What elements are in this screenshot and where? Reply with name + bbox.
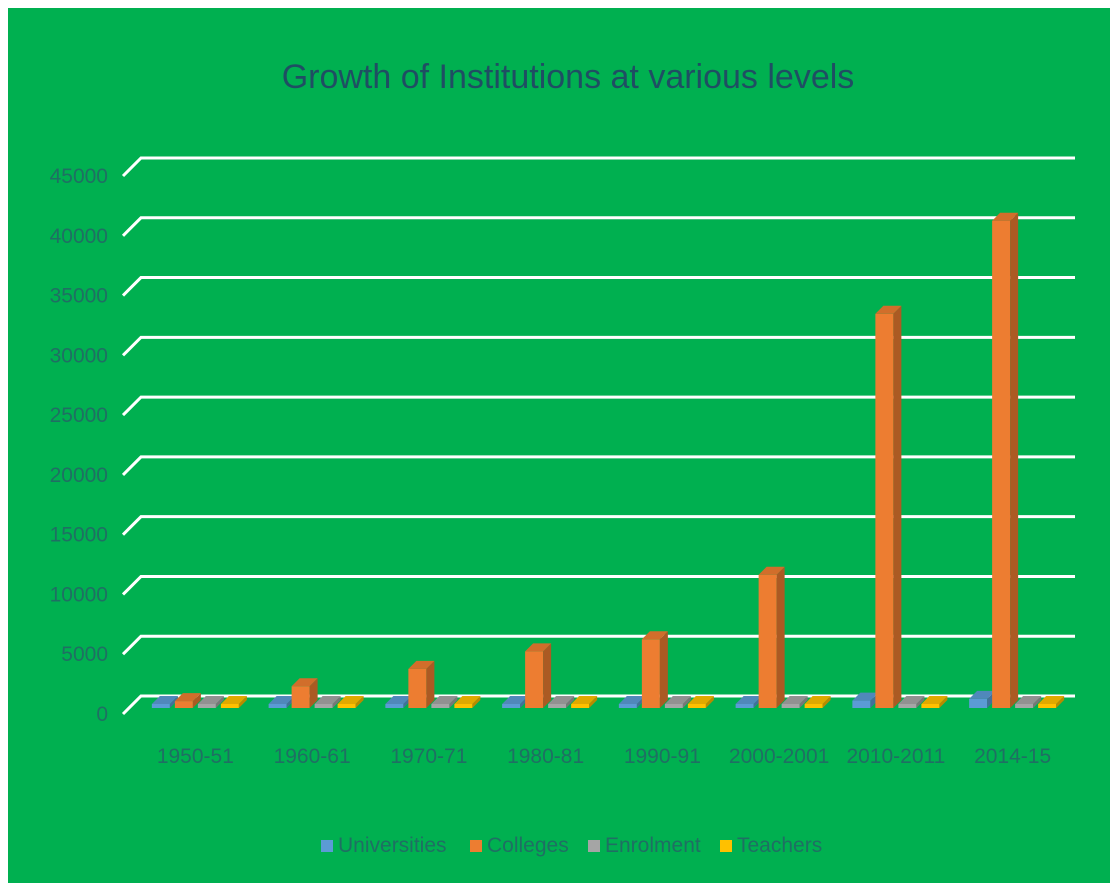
bar	[641, 631, 668, 708]
y-tick-label: 35000	[50, 285, 108, 308]
legend-item: Enrolment	[588, 834, 701, 857]
x-tick-label: 2014-15	[974, 745, 1051, 768]
y-tick-label: 25000	[50, 404, 108, 427]
bar	[804, 696, 831, 708]
bar	[781, 696, 808, 708]
legend: Universities Colleges Enrolment Teachers	[321, 834, 822, 857]
bars	[151, 212, 1065, 708]
bar	[735, 696, 762, 708]
gridline	[121, 156, 1075, 178]
bar	[921, 696, 948, 708]
y-tick-label: 0	[96, 703, 108, 726]
bar	[618, 696, 645, 708]
bar	[174, 693, 201, 708]
y-tick-label: 40000	[50, 225, 108, 248]
gridline	[121, 634, 1075, 656]
gridline	[121, 335, 1075, 357]
bar	[431, 696, 458, 708]
bar	[992, 212, 1019, 708]
bar	[758, 566, 785, 708]
legend-item: Colleges	[470, 834, 569, 857]
svg-text:Teachers: Teachers	[737, 834, 822, 857]
bar	[1038, 696, 1065, 708]
bar	[314, 696, 341, 708]
bar	[502, 696, 529, 708]
chart-title: Growth of Institutions at various levels	[282, 58, 855, 96]
gridline	[121, 276, 1075, 297]
x-tick-label: 2000-2001	[729, 745, 829, 768]
gridlines	[121, 156, 1075, 716]
bar	[969, 690, 996, 708]
x-tick-label: 1950-51	[157, 745, 234, 768]
x-tick-label: 1960-61	[274, 745, 351, 768]
bar	[571, 696, 598, 708]
x-tick-label: 1980-81	[507, 745, 584, 768]
svg-text:Colleges: Colleges	[487, 834, 569, 857]
bar	[291, 678, 318, 708]
gridline	[121, 216, 1075, 237]
svg-text:Enrolment: Enrolment	[605, 834, 701, 857]
y-tick-label: 30000	[50, 344, 108, 367]
y-axis-ticks: 0 5000 10000 15000 20000 25000 30000 35000 40000…	[50, 165, 108, 726]
bar	[151, 696, 178, 708]
y-tick-label: 10000	[50, 583, 108, 606]
bar	[385, 696, 412, 708]
y-tick-label: 45000	[50, 165, 108, 188]
bar	[337, 696, 364, 708]
bar	[525, 643, 552, 708]
bar	[268, 696, 295, 708]
bar	[197, 696, 224, 708]
x-tick-label: 1970-71	[390, 745, 467, 768]
legend-item: Universities	[321, 834, 447, 857]
x-tick-label: 1990-91	[624, 745, 701, 768]
svg-text:Universities: Universities	[338, 834, 447, 857]
y-tick-label: 20000	[50, 464, 108, 487]
bar	[664, 696, 691, 708]
bar	[1015, 696, 1042, 708]
chart-area: Growth of Institutions at various levels…	[8, 8, 1110, 883]
bar	[687, 696, 714, 708]
gridline	[121, 455, 1075, 476]
bar	[898, 696, 925, 708]
y-tick-label: 15000	[50, 524, 108, 547]
x-axis-ticks: 1950-51 1960-61 1970-71 1980-81 1990-91 2000-…	[157, 745, 1051, 768]
chart-svg: Growth of Institutions at various levels…	[50, 58, 1075, 857]
legend-item: Teachers	[720, 834, 822, 857]
y-tick-label: 5000	[61, 643, 108, 666]
gridline	[121, 515, 1075, 536]
bar	[454, 696, 481, 708]
bar	[548, 696, 575, 708]
bar	[408, 660, 435, 708]
bar	[875, 305, 902, 708]
gridline	[121, 574, 1075, 596]
gridline	[121, 395, 1075, 417]
bar	[220, 696, 247, 708]
x-tick-label: 2010-2011	[846, 745, 945, 768]
